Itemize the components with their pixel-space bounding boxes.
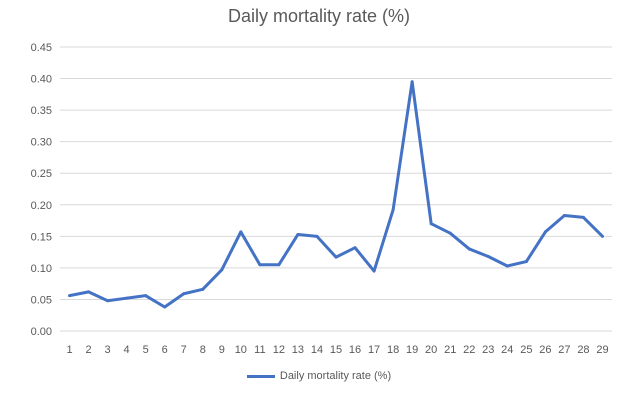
- data-point: [163, 305, 167, 309]
- y-tick-label: 0.30: [31, 137, 52, 149]
- data-point: [201, 287, 205, 291]
- data-point: [524, 260, 528, 264]
- data-point: [467, 247, 471, 251]
- x-tick-label: 11: [254, 344, 265, 356]
- data-point: [486, 255, 490, 259]
- y-tick-label: 0.35: [31, 105, 52, 117]
- data-point: [372, 269, 376, 273]
- y-tick-label: 0.25: [31, 168, 52, 180]
- y-tick-label: 0.00: [31, 326, 52, 338]
- x-tick-label: 22: [463, 344, 475, 356]
- x-tick-label: 8: [200, 344, 206, 356]
- x-tick-label: 9: [219, 344, 225, 356]
- data-point: [448, 231, 452, 235]
- data-point: [562, 214, 566, 218]
- data-point: [87, 290, 91, 294]
- x-tick-label: 5: [143, 344, 149, 356]
- x-tick-label: 1: [66, 344, 72, 356]
- x-tick-label: 12: [273, 344, 285, 356]
- y-tick-label: 0.05: [31, 294, 52, 306]
- x-tick-label: 18: [387, 344, 399, 356]
- legend-swatch: [246, 374, 275, 378]
- data-point: [106, 299, 110, 303]
- data-point: [144, 294, 148, 298]
- data-point: [410, 80, 414, 84]
- data-point: [581, 215, 585, 219]
- x-tick-label: 10: [235, 344, 247, 356]
- x-tick-label: 13: [292, 344, 304, 356]
- data-point: [296, 232, 300, 236]
- x-tick-label: 3: [105, 344, 111, 356]
- data-point: [315, 234, 319, 238]
- x-tick-label: 28: [577, 344, 589, 356]
- x-tick-label: 6: [162, 344, 168, 356]
- data-point: [239, 230, 243, 234]
- data-point: [258, 263, 262, 267]
- x-tick-label: 23: [482, 344, 494, 356]
- data-point: [505, 264, 509, 268]
- y-tick-label: 0.15: [31, 231, 52, 243]
- data-point: [429, 222, 433, 226]
- data-point: [68, 294, 72, 298]
- data-point: [353, 246, 357, 250]
- chart-title: Daily mortality rate (%): [227, 6, 411, 26]
- data-point: [182, 292, 186, 296]
- x-tick-label: 4: [124, 344, 130, 356]
- y-tick-label: 0.20: [31, 200, 52, 212]
- data-point: [277, 263, 281, 267]
- data-point: [543, 230, 547, 234]
- x-tick-label: 15: [330, 344, 342, 356]
- x-tick-label: 26: [539, 344, 551, 356]
- x-tick-label: 20: [425, 344, 437, 356]
- y-tick-label: 0.45: [31, 42, 52, 54]
- x-tick-label: 24: [501, 344, 513, 356]
- legend-label: Daily mortality rate (%): [279, 370, 392, 382]
- data-point: [391, 208, 395, 212]
- x-tick-label: 21: [444, 344, 456, 356]
- data-point: [600, 234, 604, 238]
- series-line: [69, 80, 604, 309]
- data-point: [125, 296, 129, 300]
- data-point: [334, 255, 338, 259]
- x-tick-label: 17: [368, 344, 380, 356]
- legend: Daily mortality rate (%): [0, 370, 638, 382]
- x-tick-label: 7: [181, 344, 187, 356]
- x-tick-label: 16: [349, 344, 361, 356]
- x-tick-label: 27: [558, 344, 570, 356]
- y-tick-label: 0.40: [31, 74, 52, 86]
- x-tick-label: 14: [311, 344, 323, 356]
- x-tick-label: 19: [406, 344, 418, 356]
- data-point: [220, 268, 224, 272]
- x-tick-label: 25: [520, 344, 532, 356]
- y-tick-label: 0.10: [31, 263, 52, 275]
- x-tick-label: 2: [85, 344, 91, 356]
- x-tick-label: 29: [596, 344, 608, 356]
